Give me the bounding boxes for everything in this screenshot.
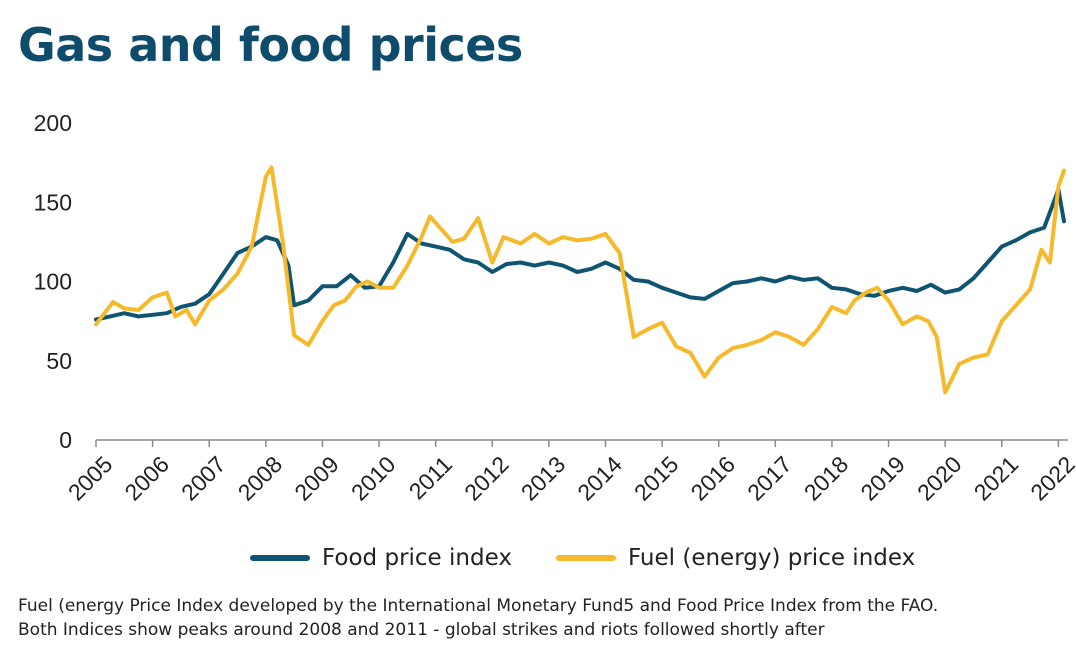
series-line-fuel <box>94 165 1066 395</box>
chart-caption: Fuel (energy Price Index developed by th… <box>18 594 1058 642</box>
x-tick-label: 2009 <box>289 451 344 506</box>
legend-item-fuel: Fuel (energy) price index <box>555 545 916 571</box>
x-tick-label: 2015 <box>629 451 684 506</box>
x-axis: 2005 2006 2007 2008 2009 2010 2011 2012 2013 2014… <box>63 439 1076 506</box>
x-tick-label: 2006 <box>119 451 174 506</box>
legend: Food price index Fuel (energy) price ind… <box>250 545 959 571</box>
caption-line-1: Fuel (energy Price Index developed by th… <box>18 596 939 616</box>
legend-swatch-fuel <box>555 555 616 561</box>
x-tick-label: 2007 <box>176 451 231 506</box>
x-tick-label: 2017 <box>742 451 797 506</box>
series-layer <box>94 165 1066 395</box>
series-line-food <box>94 187 1066 322</box>
x-tick-label: 2014 <box>572 451 627 506</box>
x-tick-label: 2012 <box>459 451 514 506</box>
x-tick-label: 2005 <box>63 451 118 506</box>
x-tick-label: 2008 <box>233 451 288 506</box>
x-tick-label: 2020 <box>912 451 967 506</box>
x-tick-label: 2013 <box>516 451 571 506</box>
legend-label-fuel: Fuel (energy) price index <box>627 545 916 571</box>
x-tick-label: 2019 <box>855 451 910 506</box>
legend-swatch-food <box>250 555 310 561</box>
caption-line-2: Both Indices show peaks around 2008 and … <box>18 620 825 640</box>
x-tick-label: 2018 <box>799 451 854 506</box>
x-tick-label: 2021 <box>969 451 1024 506</box>
x-tick-label: 2010 <box>346 451 401 506</box>
x-tick-label: 2011 <box>404 451 457 504</box>
y-tick-label: 200 <box>34 110 72 136</box>
legend-item-food: Food price index <box>250 545 512 571</box>
y-tick-label: 0 <box>59 427 72 453</box>
legend-label-food: Food price index <box>322 545 512 571</box>
y-tick-label: 50 <box>46 348 72 374</box>
chart-title: Gas and food prices <box>18 18 523 72</box>
y-axis-ticks: 0 50 100 150 200 <box>34 110 72 453</box>
y-tick-label: 150 <box>34 189 72 215</box>
x-tick-label: 2016 <box>686 451 741 506</box>
x-tick-label: 2022 <box>1025 451 1076 506</box>
y-tick-label: 100 <box>34 269 72 295</box>
